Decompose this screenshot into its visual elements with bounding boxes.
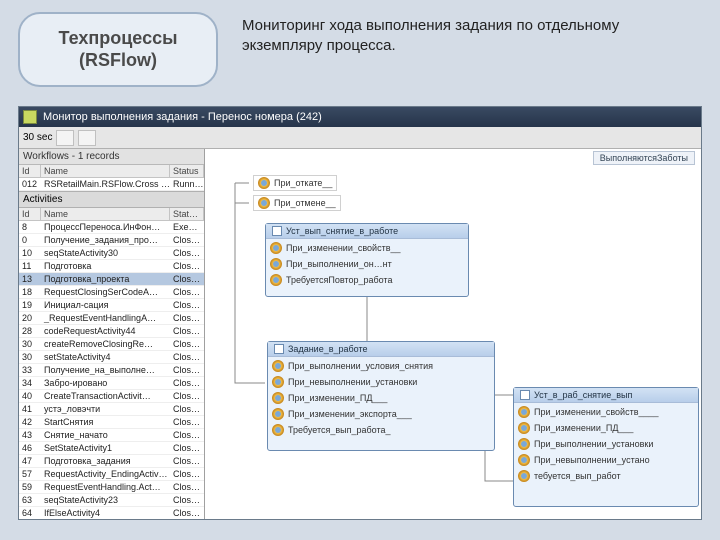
gear-icon xyxy=(272,408,284,420)
activities-label: Activities xyxy=(19,191,204,208)
col-status[interactable]: Status xyxy=(170,165,204,177)
table-row[interactable]: 0Получение_задания_про…Clos… xyxy=(19,234,204,247)
table-row[interactable]: 64IfElseActivity4Clos… xyxy=(19,507,204,519)
table-row[interactable]: 59RequestEventHandling.Act…Clos… xyxy=(19,481,204,494)
workflow-canvas[interactable]: ВыполняютсяЗаботы При_откате__ При_отмене… xyxy=(205,149,701,519)
gear-icon xyxy=(518,470,530,482)
col-name[interactable]: Name xyxy=(41,208,170,220)
table-row[interactable]: 57RequestActivity_EndingActiv…Clos… xyxy=(19,468,204,481)
activity-node[interactable]: При_изменении_свойств__ xyxy=(270,242,464,254)
activity-node[interactable]: При_выполнении_условия_снятия xyxy=(272,360,490,372)
table-row[interactable]: 40CreateTransactionActivit…Clos… xyxy=(19,390,204,403)
box-icon xyxy=(274,344,284,354)
activity-node[interactable]: ТребуетсяПовтор_работа xyxy=(270,274,464,286)
gear-icon xyxy=(518,438,530,450)
table-row[interactable]: 18RequestClosingSerCodeA…Clos… xyxy=(19,286,204,299)
gear-icon xyxy=(518,406,530,418)
activity-node[interactable]: При_изменении_ПД___ xyxy=(272,392,490,404)
toolbar-button-2[interactable] xyxy=(78,130,96,146)
box-icon xyxy=(520,390,530,400)
table-row[interactable]: 47Подготовка_заданияClos… xyxy=(19,455,204,468)
gear-icon xyxy=(270,274,282,286)
col-status[interactable]: Stat… xyxy=(170,208,204,220)
table-row[interactable]: 11ПодготовкаClos… xyxy=(19,260,204,273)
activity-node[interactable]: При_невыполнении_установки xyxy=(272,376,490,388)
activity-node[interactable]: При_отмене__ xyxy=(253,195,341,211)
box-icon xyxy=(272,226,282,236)
table-row[interactable]: 10seqStateActivity30Clos… xyxy=(19,247,204,260)
activity-node[interactable]: тебуется_вып_работ xyxy=(518,470,694,482)
table-row[interactable]: 28codeRequestActivity44Clos… xyxy=(19,325,204,338)
activity-node[interactable]: При_изменении_экспорта___ xyxy=(272,408,490,420)
table-row[interactable]: 41устэ_ловэчтиClos… xyxy=(19,403,204,416)
activity-node[interactable]: При_выполнении_он…нт xyxy=(270,258,464,270)
canvas-top-tab[interactable]: ВыполняютсяЗаботы xyxy=(593,151,695,165)
state-box[interactable]: Уст_вып_снятие_в_работе При_изменении_сво… xyxy=(265,223,469,297)
table-row[interactable]: 63seqStateActivity23Clos… xyxy=(19,494,204,507)
toolbar: 30 sec xyxy=(19,127,701,149)
gear-icon xyxy=(258,177,270,189)
col-id[interactable]: Id xyxy=(19,165,41,177)
gear-icon xyxy=(270,242,282,254)
table-row[interactable]: 33Получение_на_выполне…Clos… xyxy=(19,364,204,377)
table-row[interactable]: 46SetStateActivity1Clos… xyxy=(19,442,204,455)
table-row[interactable]: 30setStateActivity4Clos… xyxy=(19,351,204,364)
col-id[interactable]: Id xyxy=(19,208,41,220)
table-row[interactable]: 13Подготовка_проектаClos… xyxy=(19,273,204,286)
activity-node[interactable]: При_откате__ xyxy=(253,175,337,191)
canvas-top-tab-label: ВыполняютсяЗаботы xyxy=(600,153,688,163)
activities-grid: Id Name Stat… 8ПроцессПереноса.ИнФон…Exe… xyxy=(19,208,204,519)
workflows-columns: Id Name Status xyxy=(19,165,204,178)
gear-icon xyxy=(518,454,530,466)
title-pill: Техпроцессы (RSFlow) xyxy=(18,12,218,87)
gear-icon xyxy=(272,392,284,404)
app-icon xyxy=(23,110,37,124)
toolbar-button-1[interactable] xyxy=(56,130,74,146)
description-text: Мониторинг хода выполнения задания по от… xyxy=(242,12,642,55)
state-box[interactable]: Задание_в_работе При_выполнении_условия_с… xyxy=(267,341,495,451)
gear-icon xyxy=(272,424,284,436)
table-row[interactable]: 012RSRetailMain.RSFlow.Cross …Runn… xyxy=(19,178,204,191)
toolbar-refresh-label: 30 sec xyxy=(23,132,52,143)
workflows-header: Workflows - 1 records xyxy=(19,149,204,165)
activity-node[interactable]: При_невыполнении_устано xyxy=(518,454,694,466)
table-row[interactable]: 43Снятие_начатоClos… xyxy=(19,429,204,442)
state-box[interactable]: Уст_в_раб_снятие_вып При_изменении_свойст… xyxy=(513,387,699,507)
activity-node[interactable]: Требуется_вып_работа_ xyxy=(272,424,490,436)
table-row[interactable]: 19Инициал-сацияClos… xyxy=(19,299,204,312)
title-line-2: (RSFlow) xyxy=(44,50,192,72)
activity-node[interactable]: При_изменении_свойств____ xyxy=(518,406,694,418)
activity-node[interactable]: При_изменении_ПД___ xyxy=(518,422,694,434)
state-box-title: Задание_в_работе xyxy=(268,342,494,357)
workspace: Workflows - 1 records Id Name Status 012… xyxy=(19,149,701,519)
table-row[interactable]: 30createRemoveClosingRe…Clos… xyxy=(19,338,204,351)
state-box-title: Уст_в_раб_снятие_вып xyxy=(514,388,698,403)
table-row[interactable]: 8ПроцессПереноса.ИнФон…Exe… xyxy=(19,221,204,234)
gear-icon xyxy=(272,360,284,372)
left-pane: Workflows - 1 records Id Name Status 012… xyxy=(19,149,205,519)
header-area: Техпроцессы (RSFlow) Мониторинг хода вып… xyxy=(0,0,720,105)
title-line-1: Техпроцессы xyxy=(44,28,192,50)
table-row[interactable]: 42StartСнятияClos… xyxy=(19,416,204,429)
table-row[interactable]: 20_RequestEventHandlingA…Clos… xyxy=(19,312,204,325)
activity-node[interactable]: При_выполнении_установки xyxy=(518,438,694,450)
window-title: Монитор выполнения задания - Перенос ном… xyxy=(43,111,322,123)
workflows-grid: Id Name Status 012RSRetailMain.RSFlow.Cr… xyxy=(19,165,204,191)
gear-icon xyxy=(518,422,530,434)
monitor-window: Монитор выполнения задания - Перенос ном… xyxy=(18,106,702,520)
state-box-title: Уст_вып_снятие_в_работе xyxy=(266,224,468,239)
table-row[interactable]: 34Забро-ированоClos… xyxy=(19,377,204,390)
activities-columns: Id Name Stat… xyxy=(19,208,204,221)
titlebar[interactable]: Монитор выполнения задания - Перенос ном… xyxy=(19,107,701,127)
gear-icon xyxy=(272,376,284,388)
col-name[interactable]: Name xyxy=(41,165,170,177)
gear-icon xyxy=(258,197,270,209)
gear-icon xyxy=(270,258,282,270)
